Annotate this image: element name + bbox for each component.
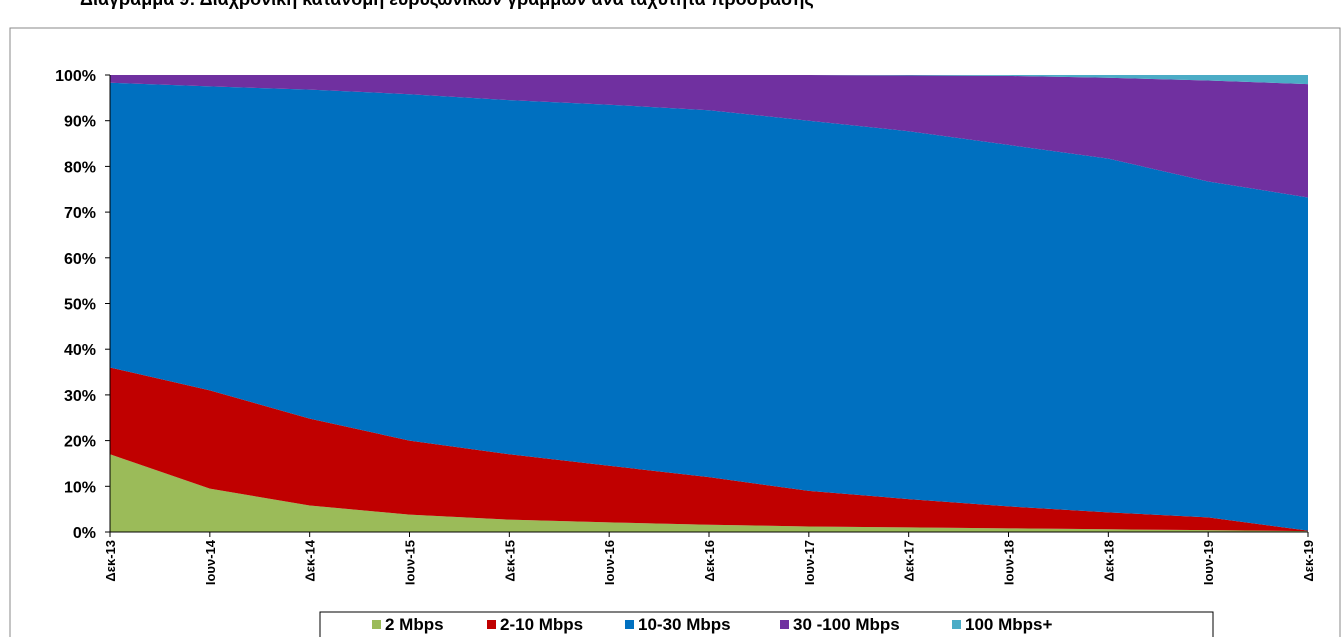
- x-tick-label: Δεκ-19: [1301, 540, 1316, 582]
- x-tick-label: Δεκ-17: [902, 540, 917, 582]
- legend-label: 100 Mbps+: [965, 615, 1052, 634]
- legend-label: 30 -100 Mbps: [793, 615, 900, 634]
- legend-swatch: [780, 620, 789, 629]
- legend-label: 2-10 Mbps: [500, 615, 583, 634]
- x-tick-label: Ιουν-16: [602, 540, 617, 585]
- x-tick-label: Ιουν-14: [203, 539, 218, 585]
- x-tick-label: Δεκ-18: [1101, 540, 1116, 582]
- chart-title: Διάγραμμα 9: Διαχρονική κατανομή ευρυζων…: [80, 0, 814, 10]
- legend-label: 2 Mbps: [385, 615, 444, 634]
- x-tick-label: Ιουν-17: [802, 540, 817, 585]
- chart-frame: [9, 27, 1341, 642]
- y-tick-label: 70%: [64, 205, 96, 222]
- x-tick-label: Ιουν-18: [1002, 540, 1017, 585]
- y-tick-label: 30%: [64, 388, 96, 405]
- area: [110, 367, 1308, 532]
- y-tick-label: 60%: [64, 251, 96, 268]
- legend-label: 10-30 Mbps: [638, 615, 731, 634]
- x-tick-label: Ιουν-15: [403, 540, 418, 585]
- area: [110, 454, 1308, 532]
- y-tick-label: 10%: [64, 479, 96, 496]
- legend-swatch: [372, 620, 381, 629]
- x-tick-label: Δεκ-16: [702, 540, 717, 582]
- y-tick-label: 40%: [64, 342, 96, 359]
- area: [110, 75, 1308, 198]
- y-tick-label: 80%: [64, 159, 96, 176]
- y-tick-label: 100%: [55, 68, 96, 85]
- y-tick-label: 50%: [64, 297, 96, 314]
- y-tick-label: 90%: [64, 114, 96, 131]
- x-tick-label: Ιουν-19: [1201, 540, 1216, 585]
- area: [110, 82, 1308, 531]
- legend-swatch: [487, 620, 496, 629]
- y-tick-label: 20%: [64, 434, 96, 451]
- x-tick-label: Δεκ-13: [103, 540, 118, 582]
- legend-swatch: [625, 620, 634, 629]
- y-tick-label: 0%: [73, 525, 96, 542]
- legend-swatch: [952, 620, 961, 629]
- area: [110, 75, 1308, 85]
- legend-box: [319, 611, 1214, 642]
- x-tick-label: Δεκ-14: [303, 539, 318, 581]
- x-tick-label: Δεκ-15: [502, 540, 517, 582]
